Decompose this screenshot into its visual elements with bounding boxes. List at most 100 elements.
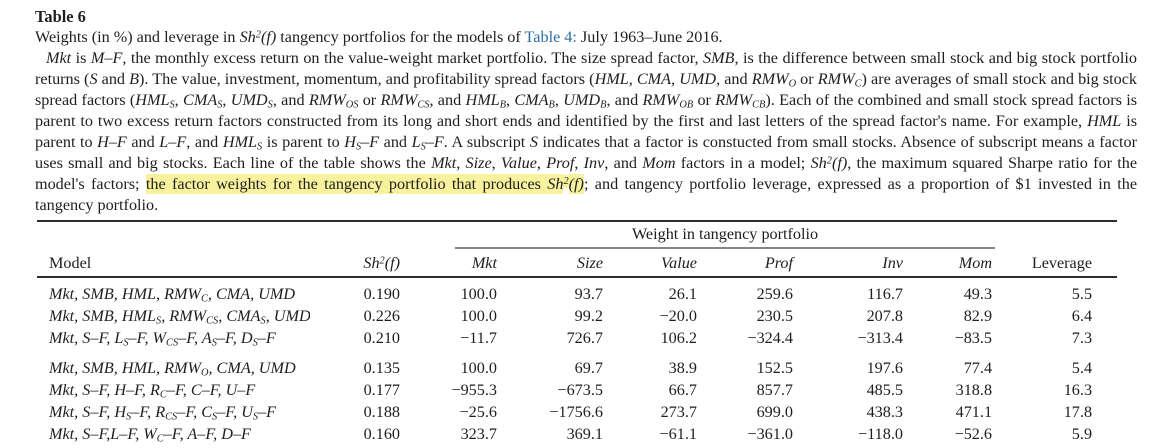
text-run: OB xyxy=(679,99,694,111)
text-run: and xyxy=(97,70,130,88)
text-run: –F, A–F, D–F xyxy=(163,425,251,443)
weight-cell: 318.8 xyxy=(955,381,993,399)
weight-cell: 152.5 xyxy=(756,359,793,377)
text-run: S xyxy=(252,337,258,349)
table-row: Mkt, S–F, LS–F, WCS–F, AS–F, DS–F 0.210 … xyxy=(37,327,1117,349)
caption-body: Mkt is M–F, the monthly excess return on… xyxy=(35,48,1137,216)
text-run: S xyxy=(420,141,426,153)
leverage-cell: 6.4 xyxy=(1071,307,1093,325)
model-cell: Mkt, S–F, H–F, RC–F, C–F, U–F xyxy=(37,379,310,401)
sh2-cell: 0.177 xyxy=(363,381,400,399)
weight-cell: 699.0 xyxy=(756,403,793,421)
text-run: SMB xyxy=(702,49,735,67)
caption-intro: Weights (in %) and leverage in Sh2(f) ta… xyxy=(35,27,1137,48)
text-run: , the monthly excess return on the value… xyxy=(122,49,703,67)
text-run: ; and tangency portfolio leverage, expre… xyxy=(35,175,1138,214)
text-run: , xyxy=(506,91,515,109)
text-run: S xyxy=(89,70,98,88)
weight-cell: 100.0 xyxy=(460,359,497,377)
text-run: S xyxy=(355,141,362,153)
text-run: –F, R xyxy=(131,403,166,421)
table-row: Mkt, S–F, H–F, RC–F, C–F, U–F 0.177 −955… xyxy=(37,379,1117,401)
text-run: HML xyxy=(135,91,170,109)
group-header-cell: Weight in tangency portfolio xyxy=(403,221,996,250)
sh2-cell: 0.160 xyxy=(363,425,400,443)
table-title: Table 6 xyxy=(35,7,86,26)
table-row: Mkt, SMB, HMLS, RMWCS, CMAS, UMDS 0.226 … xyxy=(37,305,1117,327)
highlighted-text: Sh xyxy=(547,174,564,194)
col-header-inv: Inv xyxy=(796,250,906,278)
leverage-cell: 5.4 xyxy=(1071,359,1093,377)
leverage-cell: 5.5 xyxy=(1071,285,1093,303)
text-run: indicates that a factor is constucted fr… xyxy=(35,133,1138,172)
model-cell: Mkt, SMB, HML, RMWO, CMA, UMD xyxy=(37,349,310,379)
weight-cell: −52.6 xyxy=(954,425,993,443)
weight-cell: 26.1 xyxy=(668,285,697,303)
text-run: , CMA xyxy=(218,307,261,325)
text-run: CS xyxy=(417,99,430,111)
sh2-cell: 0.190 xyxy=(363,285,400,303)
leverage-cell: 16.3 xyxy=(1063,381,1093,399)
leverage-cell: 17.8 xyxy=(1063,403,1093,421)
text-run: factors in a model; xyxy=(675,154,811,172)
text-run: S xyxy=(169,99,175,111)
text-run: CMA xyxy=(514,91,549,109)
weight-cell: −11.7 xyxy=(460,329,497,347)
text-run: –F, A xyxy=(178,329,212,347)
text-run: , and xyxy=(716,70,752,88)
weight-cell: 100.0 xyxy=(460,307,497,325)
text-run: , xyxy=(491,154,501,172)
text-run: , CMA, UMD xyxy=(207,285,296,303)
text-run: –F xyxy=(361,133,380,151)
text-run: is parent to xyxy=(35,112,1137,151)
text-run: CS xyxy=(166,337,179,349)
text-run: RMW xyxy=(817,70,855,88)
leverage-cell: 7.3 xyxy=(1071,329,1093,347)
text-run: S xyxy=(252,411,259,423)
col-header-model: Model xyxy=(37,250,310,278)
text-run: , RMW xyxy=(161,307,207,325)
text-run: –F, D xyxy=(216,329,253,347)
text-run: , and xyxy=(186,133,223,151)
sh2-cell: 0.226 xyxy=(363,307,400,325)
text-run: S xyxy=(217,99,223,111)
text-run: Mkt, SMB, HML, RMW xyxy=(49,359,201,377)
weight-cell: 369.1 xyxy=(566,425,603,443)
col-header-size: Size xyxy=(500,250,606,278)
text-run: , xyxy=(574,154,584,172)
text-run: UMD xyxy=(230,91,268,109)
text-run: S xyxy=(260,315,266,327)
text-run: O xyxy=(788,78,797,90)
column-header-row: Model Sh2(f) Mkt Size Value Prof Inv Mom… xyxy=(37,250,1118,278)
text-run: and xyxy=(379,133,412,151)
text-run: Weights (in %) and leverage in xyxy=(35,28,240,46)
weight-cell: 69.7 xyxy=(574,359,603,377)
weight-cell: −61.1 xyxy=(659,425,697,443)
text-run: , xyxy=(536,154,547,172)
text-run: , and xyxy=(606,91,643,109)
text-run: is parent to xyxy=(262,133,345,151)
table-row: Mkt, S–F, HS–F, RCS–F, CS–F, US–F 0.188 … xyxy=(37,401,1117,423)
sh2-cell: 0.210 xyxy=(363,329,400,347)
text-run: , xyxy=(554,91,564,109)
weight-cell: −20.0 xyxy=(659,307,697,325)
text-run: H–F xyxy=(97,133,127,151)
text-run: Mkt, S–F, H–F, R xyxy=(49,381,160,399)
weight-cell: 230.5 xyxy=(756,307,793,325)
weight-cell: 438.3 xyxy=(866,403,903,421)
text-run: (f) xyxy=(831,154,848,172)
text-run: O xyxy=(200,367,209,379)
text-run: UMD xyxy=(563,91,601,109)
text-run: July 1963–June 2016. xyxy=(576,28,723,46)
weight-cell: 726.7 xyxy=(566,329,603,347)
text-run: RMW xyxy=(751,70,789,88)
text-run: L–F xyxy=(159,133,187,151)
weight-cell: 485.5 xyxy=(866,381,903,399)
text-run: HML xyxy=(1087,112,1122,130)
text-run: , is the difference between small stock … xyxy=(35,49,1137,88)
table-4-link[interactable]: Table 4: xyxy=(524,28,577,46)
text-run: RMW xyxy=(715,91,753,109)
highlighted-text: (f) xyxy=(568,174,584,194)
model-cell: Mkt, S–F,L–F, WC–F, A–F, D–F xyxy=(37,423,310,448)
text-run: and xyxy=(126,133,160,151)
